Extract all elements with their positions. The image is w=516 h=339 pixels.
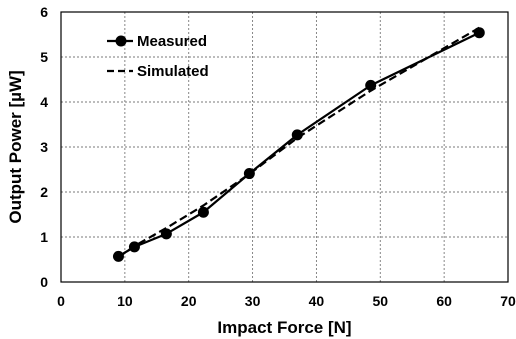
- plot-frame: [60, 11, 509, 283]
- series-line-measured: [117, 31, 480, 258]
- legend-label-simulated: Simulated: [137, 63, 209, 80]
- data-point-measured: [160, 228, 172, 240]
- x-tick-label: 40: [309, 293, 325, 309]
- y-tick-label: 5: [40, 49, 48, 65]
- x-tick-label: 60: [436, 293, 452, 309]
- series-line-simulated: [117, 26, 480, 259]
- x-tick-labels: 0 10 20 30 40 50 60 70: [57, 293, 516, 309]
- x-tick-label: 10: [117, 293, 133, 309]
- y-tick-label: 3: [40, 139, 48, 155]
- legend: Measured Simulated: [107, 33, 209, 80]
- y-tick-label: 6: [40, 4, 48, 20]
- x-tick-label: 30: [245, 293, 261, 309]
- gridlines: [61, 12, 508, 282]
- x-axis-title: Impact Force [N]: [217, 318, 351, 337]
- series-layer: [112, 26, 485, 262]
- y-tick-label: 0: [40, 274, 48, 290]
- data-point-measured: [291, 129, 303, 141]
- y-tick-labels: 0 1 2 3 4 5 6: [40, 4, 48, 290]
- x-tick-label: 50: [372, 293, 388, 309]
- y-tick-label: 1: [40, 229, 48, 245]
- data-point-measured: [197, 206, 209, 218]
- x-tick-label: 20: [181, 293, 197, 309]
- y-tick-label: 2: [40, 184, 48, 200]
- legend-marker-measured: [115, 35, 127, 47]
- x-tick-label: 0: [57, 293, 65, 309]
- x-tick-label: 70: [500, 293, 516, 309]
- legend-label-measured: Measured: [137, 33, 207, 50]
- y-axis-title: Output Power [µW]: [6, 70, 25, 223]
- y-tick-label: 4: [40, 94, 48, 110]
